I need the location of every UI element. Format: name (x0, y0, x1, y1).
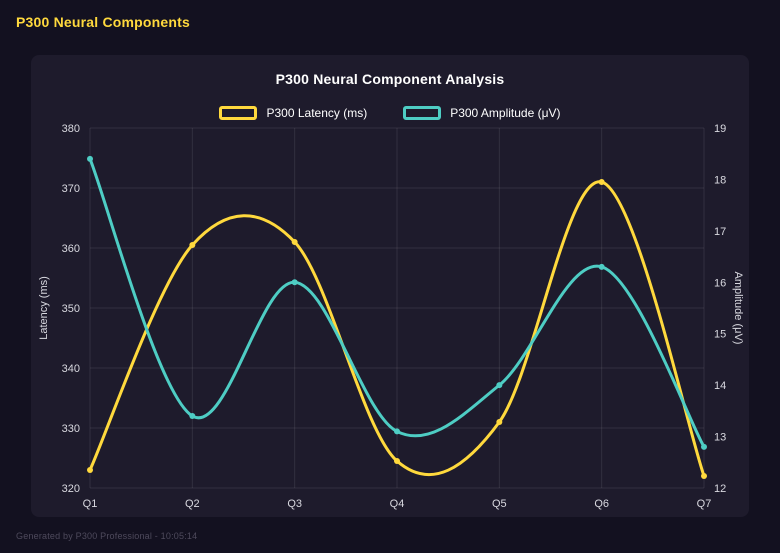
legend-label-latency: P300 Latency (ms) (266, 106, 368, 120)
y-right-tick-label: 16 (714, 277, 726, 289)
legend-item-latency[interactable]: P300 Latency (ms) (219, 106, 367, 120)
x-axis-tick-label: Q2 (185, 498, 200, 510)
y-left-tick-label: 320 (62, 483, 80, 495)
legend-swatch-amplitude-icon (403, 106, 442, 120)
y-left-tick-label: 340 (62, 363, 80, 375)
y-right-tick-label: 17 (714, 226, 726, 238)
y-left-tick-label: 350 (62, 303, 80, 315)
chart-plot: 320 330 340 350 360 370 380 12 13 14 15 16 17 18 19 Q1 Q… (38, 123, 744, 510)
data-point[interactable] (87, 155, 93, 162)
data-point[interactable] (394, 428, 400, 435)
page-title: P300 Neural Components (16, 14, 190, 30)
chart-title: P300 Neural Component Analysis (275, 71, 505, 87)
data-point[interactable] (598, 179, 605, 185)
data-point[interactable] (394, 458, 400, 464)
x-axis-tick-label: Q5 (492, 498, 507, 510)
x-axis-tick-label: Q1 (83, 498, 98, 510)
chart-card: P300 Neural Component Analysis P300 Late… (31, 55, 749, 517)
chart-legend: P300 Latency (ms) P300 Amplitude (μV) (31, 105, 749, 121)
x-axis-tick-label: Q6 (594, 498, 609, 510)
data-point[interactable] (701, 473, 707, 479)
y-right-tick-label: 15 (714, 329, 726, 341)
data-point[interactable] (87, 467, 93, 473)
y-axis-title-left: Latency (ms) (38, 276, 50, 340)
data-point[interactable] (701, 443, 707, 450)
y-axis-title-right: Amplitude (μV) (732, 272, 744, 345)
y-right-tick-label: 19 (714, 123, 726, 135)
y-left-tick-label: 360 (62, 243, 80, 255)
legend-label-amplitude: P300 Amplitude (μV) (450, 106, 561, 120)
data-point[interactable] (496, 382, 503, 389)
footer-text: Generated by P300 Professional - 10:05:1… (16, 531, 198, 541)
legend-item-amplitude[interactable]: P300 Amplitude (μV) (403, 106, 561, 120)
x-axis-tick-label: Q3 (287, 498, 302, 510)
data-point[interactable] (189, 242, 196, 248)
y-right-tick-label: 12 (714, 483, 726, 495)
y-left-tick-label: 330 (62, 423, 80, 435)
x-axis-tick-label: Q7 (697, 498, 712, 510)
legend-swatch-latency-icon (219, 106, 258, 120)
y-left-tick-label: 380 (62, 123, 80, 135)
data-point[interactable] (189, 413, 196, 419)
x-axis-tick-label: Q4 (390, 498, 405, 510)
data-point[interactable] (598, 263, 605, 270)
data-point[interactable] (291, 239, 298, 245)
y-left-tick-label: 370 (62, 183, 80, 195)
y-right-tick-label: 13 (714, 432, 726, 444)
y-right-tick-label: 14 (714, 380, 726, 392)
data-point[interactable] (496, 419, 503, 425)
y-right-tick-label: 18 (714, 174, 726, 186)
data-point[interactable] (291, 279, 298, 286)
